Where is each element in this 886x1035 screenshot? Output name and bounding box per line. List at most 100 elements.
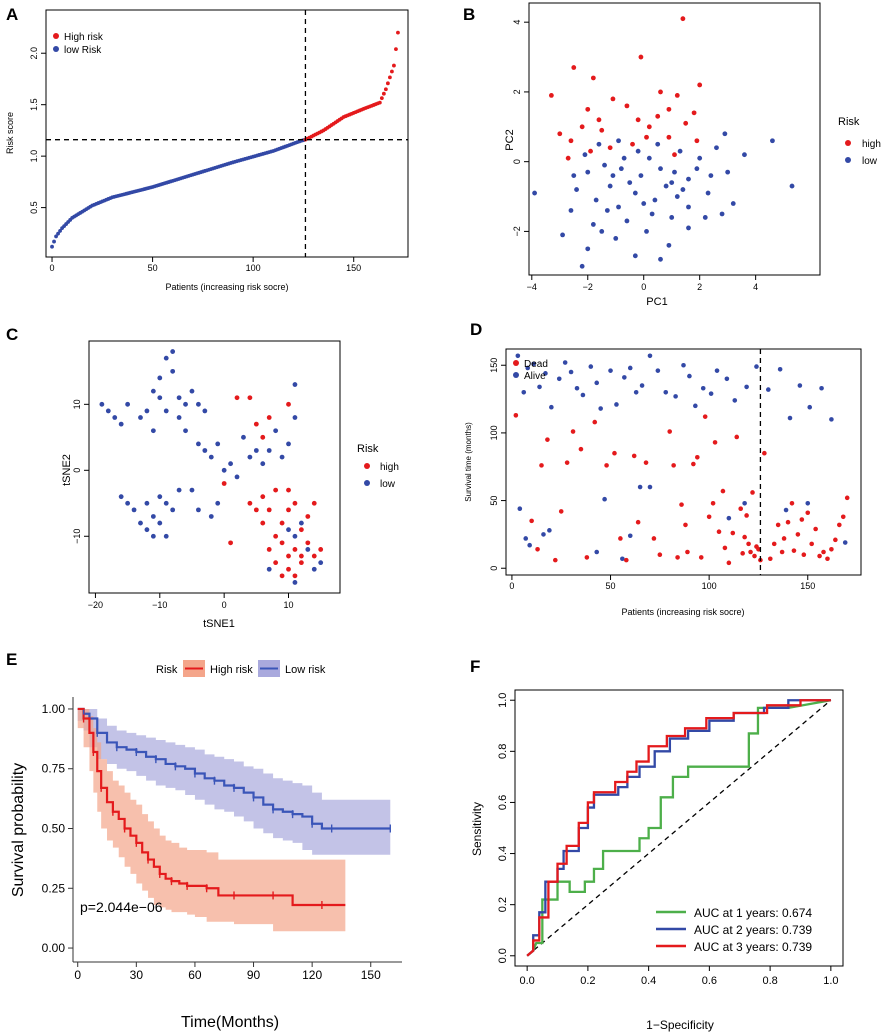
pca-point-low [585,169,591,175]
pca-point-low [674,194,680,199]
x-tick-label: 1.0 [823,975,838,987]
panel-e-pvalue: p=2.044e−06 [80,899,163,915]
pca-point-low [599,229,605,234]
pca-point-low [616,204,621,210]
survival-point-alive [594,549,600,555]
x-tick-label: 150 [800,581,815,591]
survival-point-alive [517,506,523,511]
panel-d: D 0 50 100 150 0 50 100 150 Patients (increasin… [464,320,862,617]
pca-point-low [579,263,585,269]
survival-point-alive [521,390,527,395]
survival-point-dead [750,490,755,495]
panel-a-frame [45,9,409,258]
legend-d-dead-label: Dead [524,359,548,370]
pca-point-low [719,211,725,217]
survival-point-alive [627,365,633,371]
pca-point-low [585,246,591,252]
x-tick-label: −10 [152,600,167,610]
survival-point-dead [837,522,842,528]
survival-point-dead [805,510,811,516]
panel-c-xlabel: tSNE1 [203,618,235,630]
pca-point-high [666,134,672,140]
pca-point-low [677,148,683,154]
tsne-point-low [138,415,143,420]
tsne-point-high [292,500,298,506]
survival-point-dead [748,549,753,555]
survival-point-dead [710,500,716,506]
x-tick-label: 10 [284,600,294,610]
tsne-point-low [196,441,201,447]
survival-point-dead [695,454,700,460]
x-tick-label: 0 [74,968,81,982]
survival-point-dead [706,514,712,520]
risk-point-high [377,100,382,105]
high-risk-curve [77,707,346,907]
pca-point-high [590,75,596,81]
panel-f-axes: 0.0 0.2 0.4 0.6 0.8 1.0 0.0 0.2 0.4 0.6 0.8 1.0 [497,693,839,987]
y-tick-label: 2 [512,89,522,94]
survival-point-dead [558,509,564,514]
survival-point-dead [795,532,801,537]
tsne-point-low [189,388,195,394]
panel-f-marks [526,699,832,957]
tsne-point-low [138,520,143,526]
pca-point-low [627,180,633,185]
survival-point-alive [602,496,607,502]
panel-f-xlabel: 1−Specificity [646,1018,714,1032]
tsne-point-low [311,566,317,572]
survival-point-alive [700,385,706,391]
risk-point-low [58,229,62,233]
y-tick-label: −2 [512,226,522,236]
pca-point-low [602,162,607,168]
tsne-point-low [176,415,182,420]
panel-d-axes: 0 50 100 150 0 50 100 150 [489,358,815,591]
y-tick-label: 150 [489,358,499,373]
pca-point-high [680,16,686,22]
panel-c: C −20 −10 0 10 −10 0 10 tSNE1 tSNE2 Risk high … [6,325,399,630]
legend-c-title: Risk [357,443,379,455]
tsne-point-low [99,401,105,407]
pca-point-high [630,141,635,147]
survival-point-dead [789,500,795,506]
survival-point-alive [673,394,678,399]
survival-point-dead [564,460,570,465]
survival-point-dead [592,419,598,425]
x-tick-label: 0.0 [519,975,534,987]
tsne-point-high [305,540,311,546]
tsne-point-high [228,540,233,546]
pca-point-low [663,183,669,189]
tsne-point-low [292,415,298,420]
y-tick-label: 0.0 [497,948,509,963]
survival-point-alive [637,484,643,490]
survival-point-alive [525,365,530,371]
tsne-point-high [286,487,291,493]
legend-e-low-label: Low risk [285,664,326,676]
pca-point-low [638,173,644,179]
y-tick-label: 0.2 [497,897,509,912]
tsne-point-low [131,507,137,513]
tsne-point-low [118,421,124,427]
pca-point-low [607,183,613,189]
survival-point-alive [523,536,529,541]
tsne-point-high [260,434,266,440]
x-tick-label: −20 [88,600,103,610]
pca-point-low [658,256,663,262]
survival-point-alive [766,387,771,392]
survival-point-dead [809,541,814,547]
pca-point-high [565,155,571,161]
tsne-point-low [298,520,304,526]
survival-point-dead [813,526,818,532]
legend-e-high-label: High risk [210,664,253,676]
pca-point-high [697,82,703,88]
survival-point-alive [805,500,811,506]
survival-point-dead [702,414,708,419]
x-tick-label: −4 [527,282,537,292]
survival-point-dead [817,553,822,559]
tsne-point-low [234,474,240,480]
tsne-point-low [150,428,156,434]
survival-point-dead [685,549,690,555]
panel-f-ylabel: Sensitivity [470,802,484,856]
x-tick-label: 120 [302,968,322,982]
pca-point-low [702,215,708,220]
risk-point-low [50,244,54,249]
